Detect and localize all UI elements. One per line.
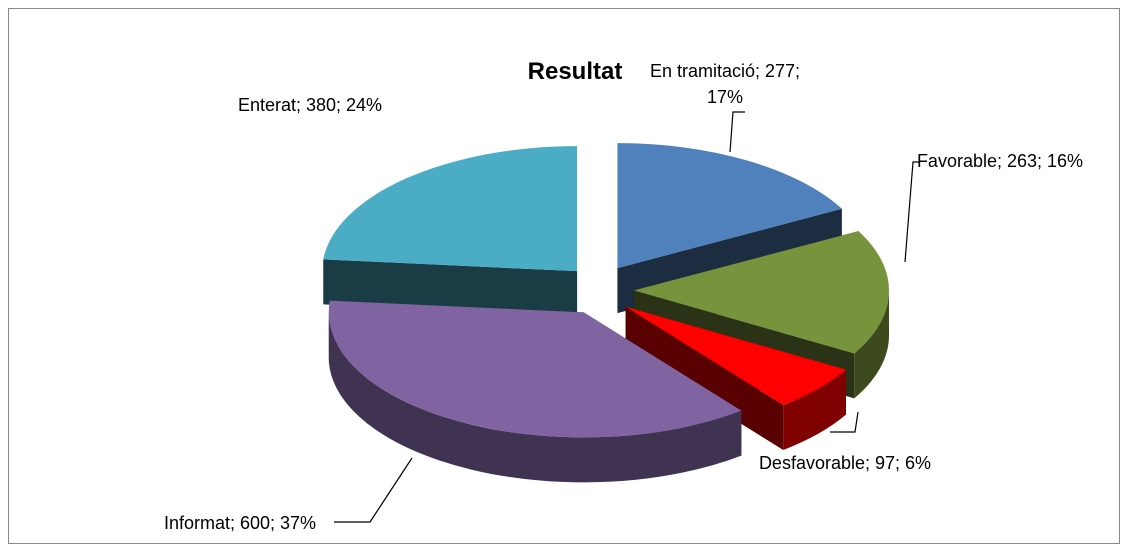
chart-title: Resultat (527, 58, 623, 85)
slice-wall (783, 369, 846, 450)
slice-top (625, 306, 846, 405)
leader-line (729, 111, 745, 153)
data-label: Desfavorable; 97; 6% (758, 453, 932, 473)
slice-top (328, 300, 742, 438)
leader-lines (334, 111, 920, 523)
slice-wall (854, 290, 889, 399)
leader-line (334, 457, 413, 523)
slice (328, 300, 742, 483)
data-label: Favorable; 263; 16% (916, 151, 1084, 171)
leader-line (904, 161, 920, 263)
pie (323, 143, 889, 483)
slice (323, 146, 578, 317)
slice (625, 306, 846, 450)
slice-wall (328, 312, 742, 483)
slice-top (323, 146, 578, 272)
slice-side (323, 259, 578, 317)
slice-top (633, 231, 889, 354)
slice-side (625, 306, 784, 450)
data-label: Informat; 600; 37% (163, 513, 317, 533)
data-label: Enterat; 380; 24% (237, 95, 383, 115)
slice-top (617, 143, 842, 269)
leader-line (830, 411, 859, 433)
data-label: En tramitació; 277; 17% (649, 61, 801, 107)
